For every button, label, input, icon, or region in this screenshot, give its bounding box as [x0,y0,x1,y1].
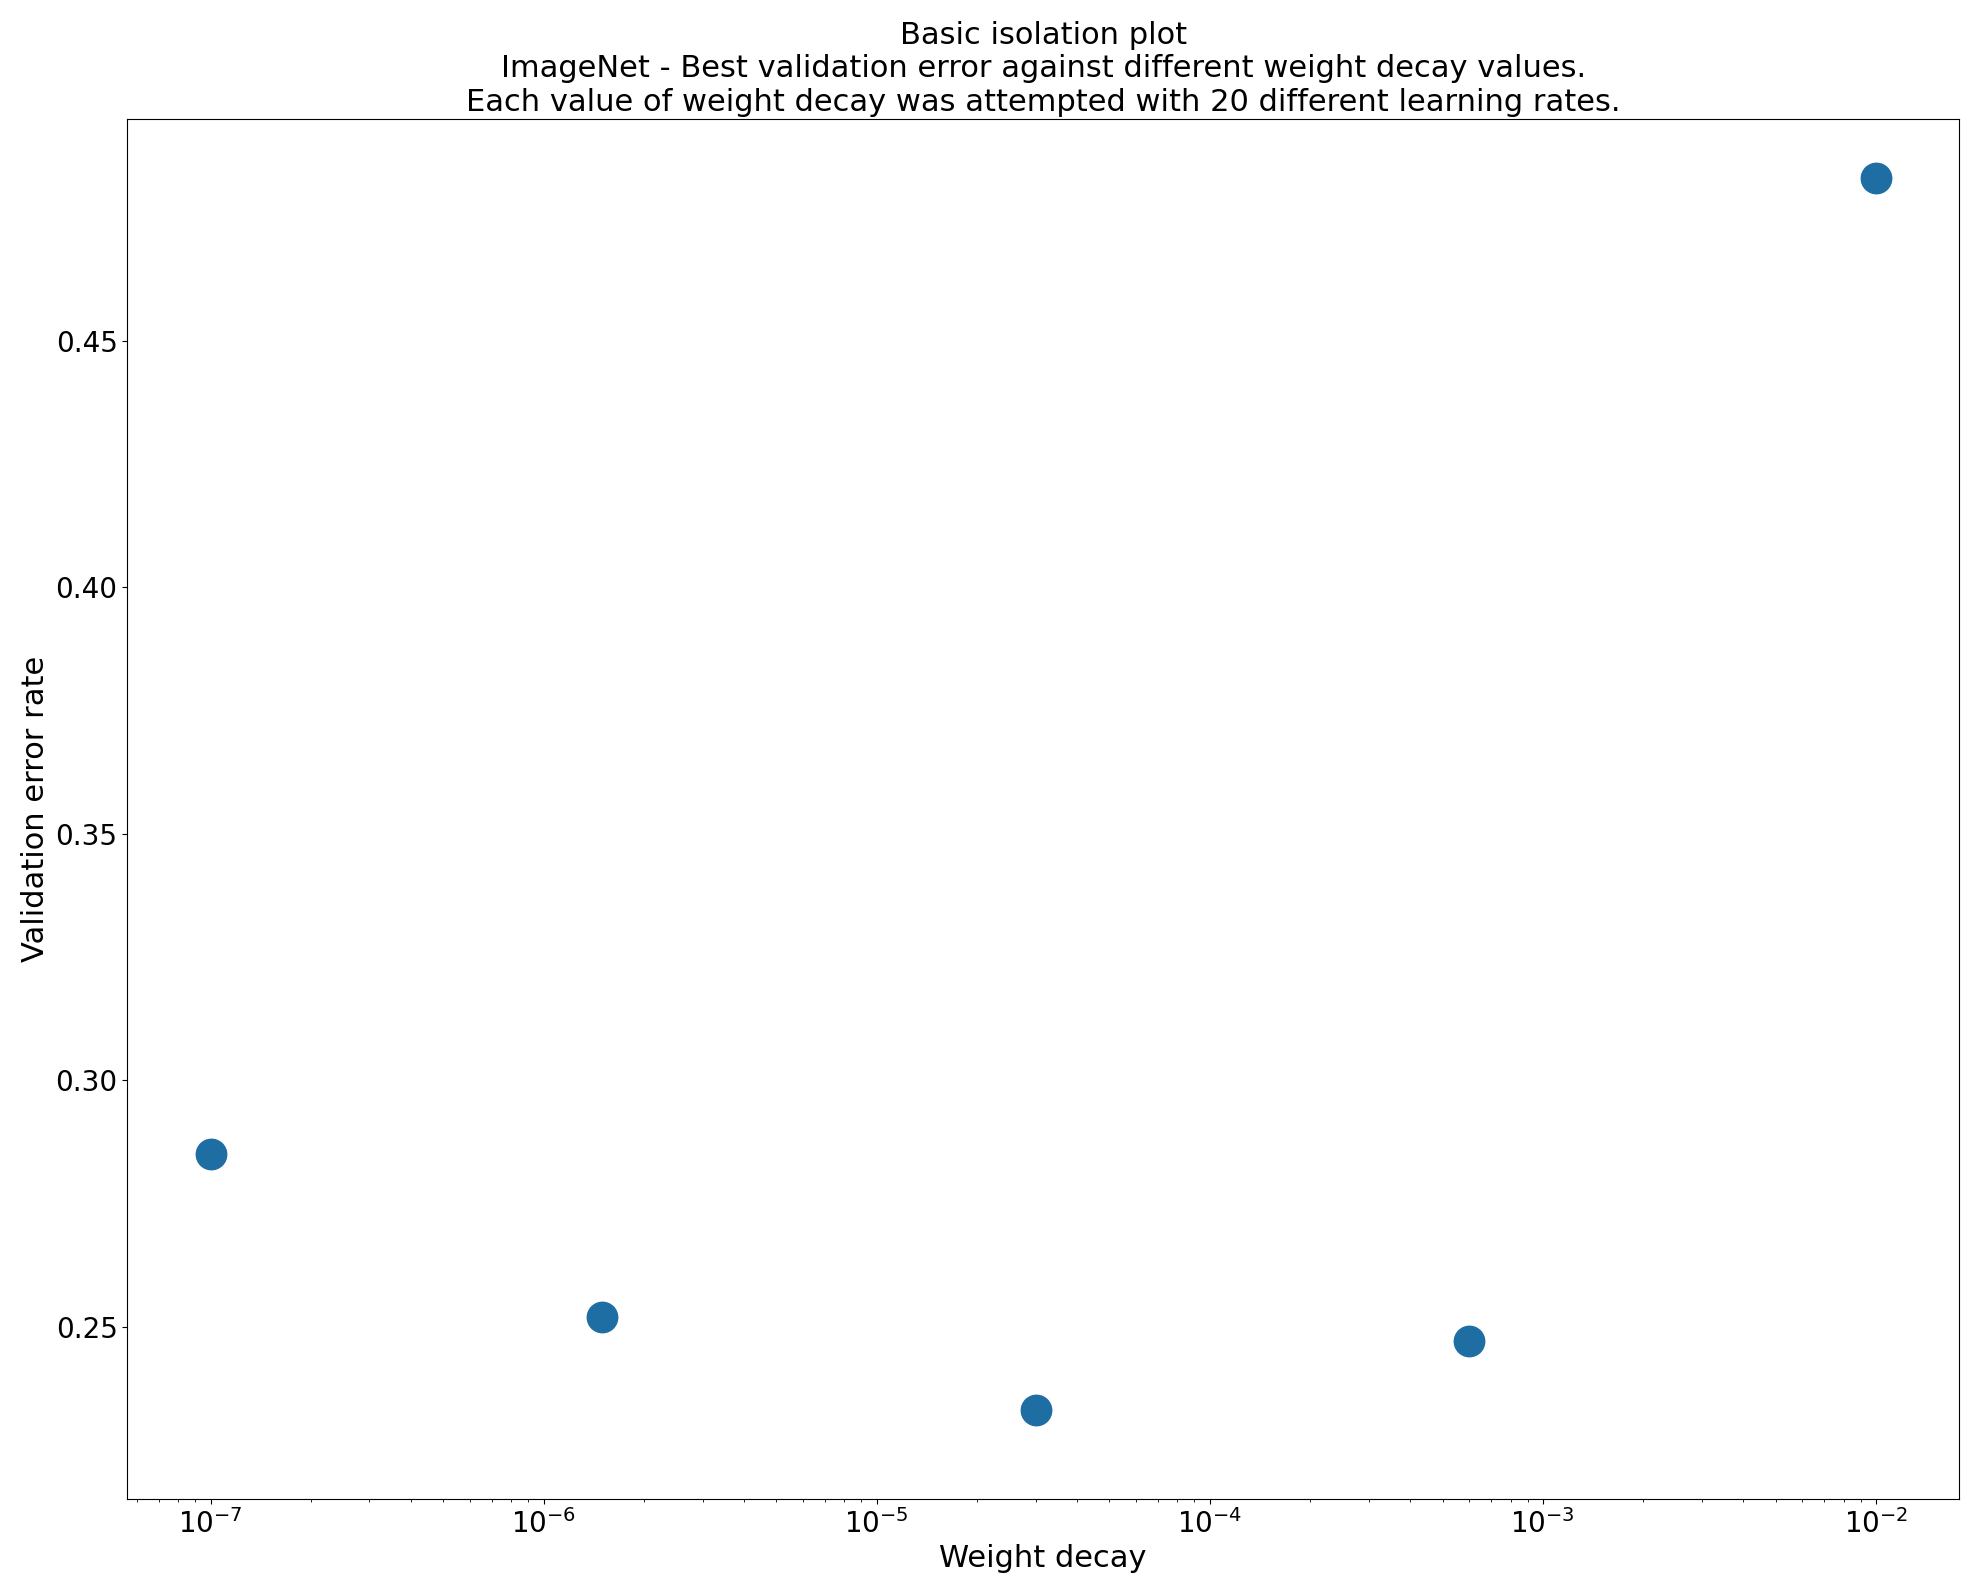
Point [1859,166,1891,191]
X-axis label: Weight decay: Weight decay [939,1545,1146,1573]
Point [194,1141,226,1167]
Point [586,1304,618,1329]
Point [1020,1398,1051,1423]
Y-axis label: Validation error rate: Validation error rate [22,657,50,963]
Point [1453,1328,1485,1353]
Title: Basic isolation plot
ImageNet - Best validation error against different weight d: Basic isolation plot ImageNet - Best val… [465,21,1620,116]
